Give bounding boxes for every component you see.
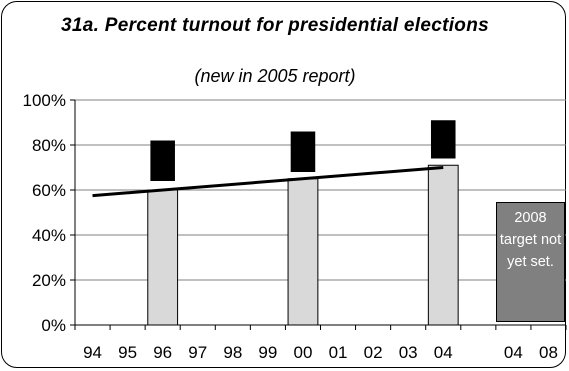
error-box [290,131,316,172]
chart-subtitle: (new in 2005 report) [194,66,356,86]
bar [147,189,179,326]
trend-line [92,166,444,198]
x-tick-label: 04 [504,343,523,362]
target-note: 2008 target not yet set. [496,202,565,322]
bar [427,164,459,326]
bar [287,178,319,326]
x-tick-label: 01 [329,343,348,362]
x-tick-label: 97 [188,343,207,362]
x-tick-label: 02 [364,343,383,362]
x-tick-label: 04 [434,343,453,362]
x-tick-label: 95 [118,343,137,362]
y-tick-label: 60% [32,181,66,200]
x-tick-label: 08 [539,343,558,362]
y-tick-label: 40% [32,226,66,245]
x-tick-label: 00 [294,343,313,362]
y-tick-label: 80% [32,136,66,155]
x-tick-label: 03 [399,343,418,362]
x-tick-label: 98 [223,343,242,362]
error-box [150,140,175,181]
x-tick-label: 94 [83,343,102,362]
chart-title: 31a. Percent turnout for presidential el… [61,15,489,36]
y-tick-label: 100% [23,91,66,110]
error-box [430,120,456,159]
x-tick-label: 96 [153,343,172,362]
y-tick-label: 20% [32,271,66,290]
y-tick-label: 0% [41,316,66,335]
x-tick-label: 99 [258,343,277,362]
